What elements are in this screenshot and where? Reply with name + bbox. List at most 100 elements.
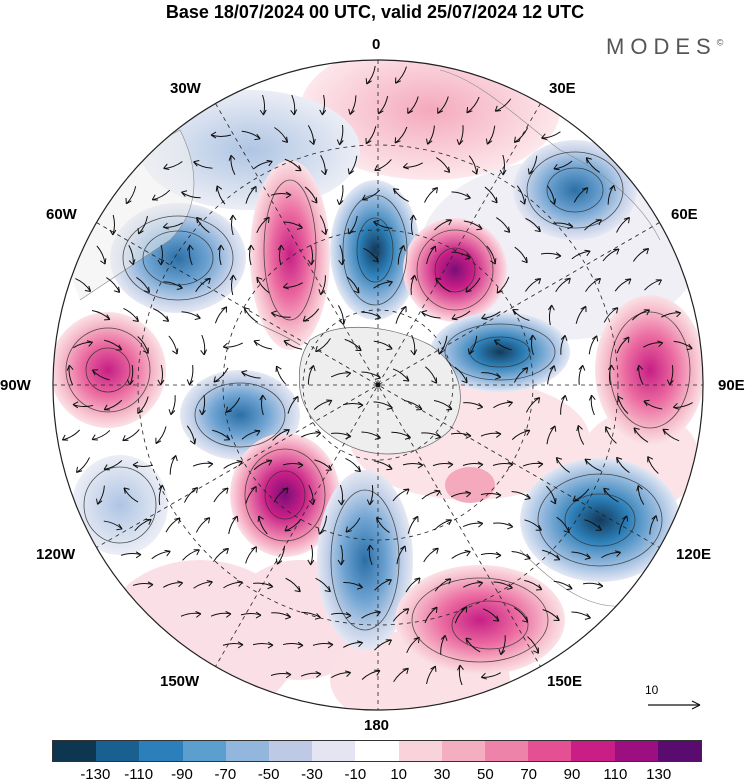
streamline-arrow <box>465 637 481 653</box>
streamline-arrow <box>285 577 301 593</box>
streamline-arrow <box>451 310 471 321</box>
streamline-arrow <box>632 248 650 262</box>
streamline-arrow <box>217 244 225 266</box>
streamline-arrow <box>466 96 480 114</box>
streamline-arrow <box>553 580 573 591</box>
streamline-arrow <box>496 217 511 233</box>
streamline-arrow <box>456 125 464 146</box>
contour-lines <box>65 151 691 663</box>
streamline-arrow <box>374 579 392 591</box>
streamline-arrow <box>245 185 257 204</box>
brand-name: MODES <box>606 34 717 59</box>
lon-label-90w: 90W <box>0 377 31 394</box>
streamline-arrow <box>228 154 236 176</box>
streamline-arrow <box>511 429 531 440</box>
streamline-arrow <box>450 432 472 439</box>
streamline-arrow <box>229 274 237 296</box>
streamline-arrow <box>120 551 142 559</box>
colorbar-swatch-3 <box>182 741 226 761</box>
streamline-arrow <box>571 551 591 560</box>
streamline-arrow <box>213 487 229 503</box>
streamline-arrow <box>337 484 345 506</box>
streamline-arrow <box>546 425 557 445</box>
streamline-arrow <box>395 66 407 84</box>
streamline-arrow <box>314 459 333 471</box>
streamline-arrow <box>633 427 649 443</box>
streamline-arrow <box>432 461 454 469</box>
streamline-arrow <box>572 488 590 502</box>
streamline-arrow <box>373 460 393 471</box>
streamline-arrow <box>132 581 154 589</box>
streamline-arrow <box>273 487 289 503</box>
streamline-arrow <box>585 157 601 173</box>
streamline-arrow <box>300 430 322 438</box>
streamline-arrow <box>440 634 448 655</box>
streamline-arrow <box>555 457 570 473</box>
colorbar-tick-label: -10 <box>344 766 367 783</box>
colorbar-tick-label: 90 <box>563 766 581 783</box>
streamline-arrow <box>480 491 502 499</box>
streamline-arrow <box>153 308 170 322</box>
streamline-arrow <box>200 334 208 356</box>
streamline-arrow <box>163 161 183 171</box>
streamline-arrow <box>616 216 631 233</box>
streamline-arrow <box>180 610 202 618</box>
streamline-arrow <box>542 549 561 561</box>
streamline-arrow <box>272 429 290 441</box>
streamline-arrow <box>256 276 270 294</box>
colorbar-swatch-10 <box>485 741 529 761</box>
streamline-arrow <box>457 664 464 686</box>
streamline-arrow <box>104 339 123 351</box>
streamline-arrow <box>313 399 333 410</box>
streamline-arrow <box>186 365 194 386</box>
streamline-arrow <box>435 277 451 293</box>
streamline-arrow <box>421 310 441 319</box>
colorbar-tick-label: -110 <box>124 766 154 783</box>
streamline-arrow <box>240 611 262 619</box>
streamline-arrow <box>252 641 274 649</box>
brand-mark: © <box>716 37 724 48</box>
streamline-arrow <box>163 281 183 290</box>
streamline-arrow <box>546 185 557 205</box>
streamline-arrow <box>307 544 315 566</box>
streamline-arrow <box>308 485 316 506</box>
streamline-arrow <box>402 461 424 469</box>
streamline-arrow <box>195 517 211 533</box>
streamline-arrow <box>525 397 541 413</box>
streamline-arrow <box>571 611 591 620</box>
streamline-arrow <box>421 432 442 440</box>
streamline-arrow <box>395 305 407 324</box>
streamline-arrow <box>391 431 411 440</box>
streamline-arrow <box>275 545 286 565</box>
streamline-arrow <box>222 641 244 649</box>
streamline-arrow <box>632 309 651 321</box>
streamline-arrow <box>283 221 303 230</box>
map-border <box>52 59 704 711</box>
colorbar-tick-label: -70 <box>214 766 237 783</box>
streamline-arrow <box>493 339 512 351</box>
streamline-arrow <box>346 276 360 294</box>
streamline-arrow <box>361 189 381 201</box>
streamline-arrow <box>72 401 94 409</box>
streamline-arrow <box>481 372 502 380</box>
streamlines <box>61 65 693 686</box>
streamline-arrow <box>223 459 243 469</box>
streamline-arrow <box>493 400 514 409</box>
streamline-arrow <box>137 336 149 354</box>
streamline-arrow <box>649 515 658 535</box>
streamline-arrow <box>462 461 484 469</box>
streamline-arrow <box>317 515 328 535</box>
streamline-arrow <box>213 547 229 562</box>
streamline-arrow <box>484 186 498 204</box>
streamline-arrow <box>463 220 483 231</box>
streamline-arrow <box>616 456 630 474</box>
streamline-arrow <box>96 245 107 265</box>
streamline-arrow <box>290 94 298 116</box>
streamline-arrow <box>282 641 304 649</box>
streamline-arrow <box>636 485 645 505</box>
streamline-arrow <box>454 606 468 624</box>
colorbar-swatch-2 <box>139 741 183 761</box>
streamline-arrow <box>168 335 179 355</box>
streamline-arrow <box>409 214 417 236</box>
